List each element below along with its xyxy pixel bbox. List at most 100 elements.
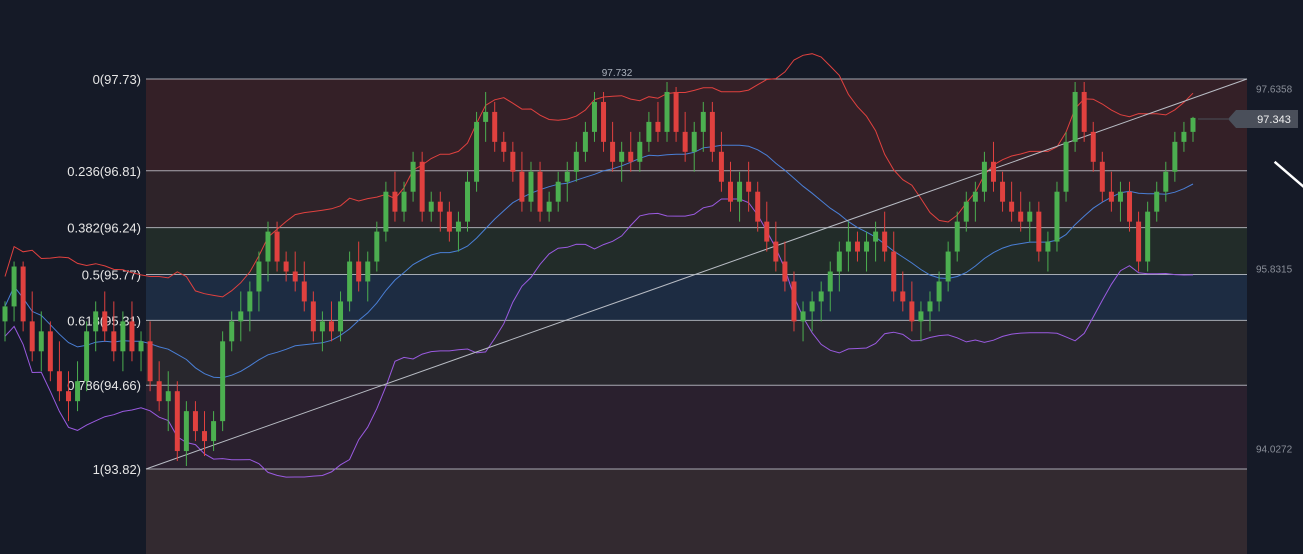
candle-body	[546, 201, 552, 212]
top-price-label: 97.732	[602, 68, 633, 79]
candlesticks	[2, 81, 1196, 467]
candle-body	[582, 131, 588, 152]
candle-body	[909, 301, 915, 322]
candle-body	[637, 141, 643, 162]
fib-level-label: 0.786(94.66)	[67, 378, 141, 393]
candle-body	[718, 151, 724, 182]
lower-band-line	[4, 198, 1194, 478]
candle-body	[492, 111, 498, 142]
pattern-arrow	[1273, 160, 1303, 188]
candle-body	[174, 391, 180, 452]
candle-body	[990, 161, 996, 182]
candle-body	[691, 131, 697, 152]
candle-body	[755, 191, 761, 222]
candle-body	[664, 91, 670, 132]
candle-body	[1063, 141, 1069, 192]
candle-body	[854, 241, 860, 252]
fibonacci-bands	[146, 79, 1247, 554]
candle-body	[202, 431, 208, 442]
candle-body	[410, 161, 416, 192]
candle-body	[483, 111, 489, 122]
candle-body	[673, 91, 679, 132]
candle-body	[265, 231, 271, 262]
candle-body	[183, 411, 189, 452]
candle-body	[75, 381, 81, 402]
candle-body	[601, 101, 607, 142]
candle-body	[791, 281, 797, 322]
candle-body	[1163, 171, 1169, 192]
candle-body	[936, 281, 942, 302]
candle-body	[1054, 191, 1060, 242]
candle-body	[428, 201, 434, 212]
candle-body	[519, 171, 525, 202]
candle-body	[111, 331, 117, 352]
candle-body	[102, 311, 108, 332]
candle-body	[764, 221, 770, 242]
candle-body	[165, 391, 171, 402]
fib-band	[146, 385, 1247, 469]
candle-body	[927, 301, 933, 312]
candle-body	[773, 241, 779, 262]
candle-body	[292, 271, 298, 282]
middle-band-line	[4, 144, 1194, 379]
candle-body	[56, 371, 62, 392]
candle-body	[419, 161, 425, 212]
candle-body	[1090, 131, 1096, 162]
fib-band	[146, 227, 1247, 275]
candle-body	[963, 201, 969, 222]
candle-body	[1117, 191, 1123, 202]
candle-body	[2, 306, 8, 322]
fib-band-bottom	[146, 469, 1247, 554]
candle-body	[782, 261, 788, 282]
fib-level-label: 1(93.82)	[93, 462, 141, 477]
candle-body	[900, 291, 906, 302]
candle-body	[374, 231, 380, 262]
candle-body	[138, 341, 144, 352]
candle-body	[1045, 241, 1051, 252]
candle-body	[84, 331, 90, 382]
candle-body	[501, 141, 507, 152]
candle-body	[328, 321, 334, 332]
trend-line-segment	[145, 78, 1248, 470]
candle-body	[827, 271, 833, 292]
candle-body	[147, 341, 153, 382]
fib-level-label: 0(97.73)	[93, 72, 141, 87]
candle-body	[365, 261, 371, 282]
candle-body	[864, 241, 870, 252]
candle-body	[283, 261, 289, 272]
candle-body	[437, 201, 443, 212]
candle-body	[1108, 191, 1114, 202]
candle-body	[610, 141, 616, 162]
candle-body	[47, 331, 53, 372]
candle-body	[120, 321, 126, 352]
candle-body	[1127, 191, 1133, 222]
candle-body	[256, 261, 262, 292]
candle-body	[274, 231, 280, 262]
candle-body	[746, 181, 752, 192]
candle-body	[954, 221, 960, 252]
candle-body	[1190, 117, 1196, 132]
candle-body	[247, 291, 253, 312]
candle-body	[628, 151, 634, 162]
candle-body	[455, 221, 461, 232]
candle-body	[29, 321, 35, 352]
fib-band	[146, 79, 1247, 171]
candle-body	[229, 321, 235, 342]
candle-body	[65, 391, 71, 402]
candle-body	[220, 341, 226, 422]
candle-body	[528, 171, 534, 202]
candle-body	[555, 181, 561, 202]
candle-body	[1136, 221, 1142, 262]
candle-body	[1009, 201, 1015, 212]
candle-body	[446, 211, 452, 232]
candle-body	[682, 131, 688, 152]
candle-body	[1172, 141, 1178, 172]
fib-level-label: 0.5(95.77)	[82, 267, 141, 282]
candle-body	[383, 191, 389, 232]
candle-body	[573, 151, 579, 172]
candle-body	[20, 266, 26, 322]
pattern-arrows	[1273, 160, 1303, 188]
candle-body	[655, 121, 661, 132]
candle-body	[737, 181, 743, 202]
